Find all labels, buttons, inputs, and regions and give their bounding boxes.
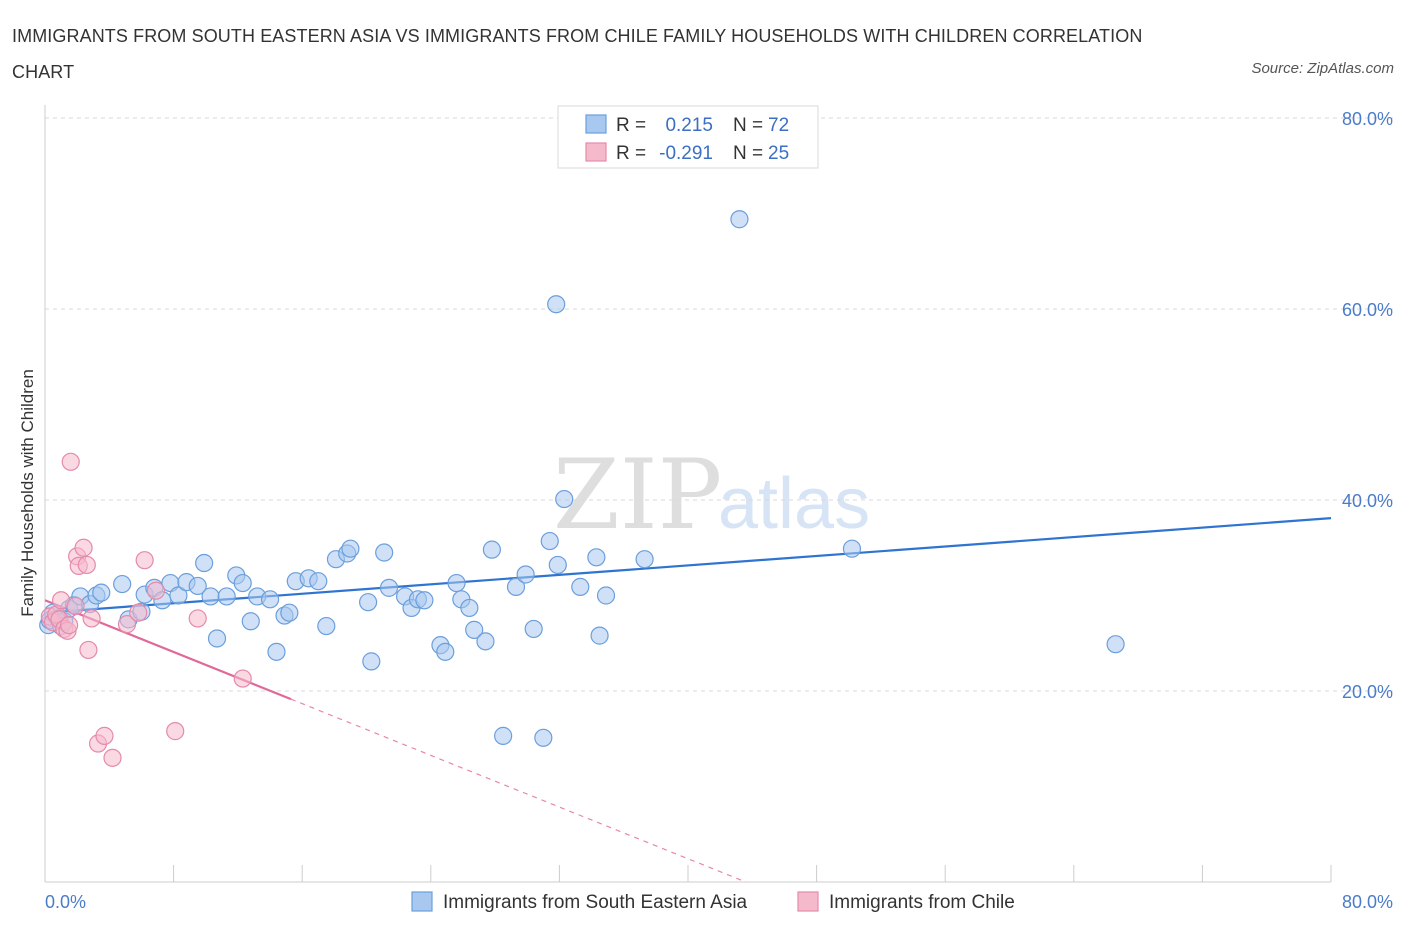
point-chile xyxy=(188,609,207,628)
point-chile xyxy=(74,538,93,557)
source-label: Source: ZipAtlas.com xyxy=(1251,60,1394,77)
point-chile xyxy=(146,581,166,600)
point-chile xyxy=(61,452,80,471)
point-south-eastern-asia xyxy=(482,540,501,559)
x-tick-label-min: 0.0% xyxy=(45,892,86,912)
point-south-eastern-asia xyxy=(207,629,227,648)
point-south-eastern-asia xyxy=(547,295,566,314)
point-chile xyxy=(66,596,85,616)
point-south-eastern-asia xyxy=(188,576,207,596)
point-chile xyxy=(77,555,96,575)
legend-r-label-blue: R = xyxy=(616,115,646,136)
legend-r-label-pink: R = xyxy=(616,143,646,164)
point-south-eastern-asia xyxy=(195,553,214,573)
point-south-eastern-asia xyxy=(317,616,336,636)
point-south-eastern-asia xyxy=(217,587,236,606)
y-tick-label: 60.0% xyxy=(1342,300,1393,320)
bottom-legend-swatch-pink xyxy=(797,891,819,912)
point-chile xyxy=(117,615,137,634)
point-south-eastern-asia xyxy=(596,586,616,605)
chart-title: IMMIGRANTS FROM SOUTH EASTERN ASIA VS IM… xyxy=(12,26,1143,82)
y-axis-label: Family Households with Children xyxy=(18,369,37,617)
correlation-legend: R = 0.215 N = 72 R = -0.291 N = 25 xyxy=(557,105,819,169)
point-south-eastern-asia xyxy=(241,612,260,631)
legend-n-value-pink: 25 xyxy=(768,143,789,164)
legend-n-label-blue: N = xyxy=(733,115,763,136)
point-south-eastern-asia xyxy=(169,586,188,605)
point-south-eastern-asia xyxy=(267,642,286,661)
bottom-legend-swatch-blue xyxy=(411,891,433,912)
data-points xyxy=(39,210,1125,767)
legend-n-value-blue: 72 xyxy=(768,115,789,136)
point-south-eastern-asia xyxy=(635,550,654,569)
point-south-eastern-asia xyxy=(465,620,484,639)
watermark-zip: ZIP xyxy=(553,439,722,551)
y-tick-label: 20.0% xyxy=(1342,682,1393,702)
point-south-eastern-asia xyxy=(1106,635,1125,654)
point-chile xyxy=(129,603,148,622)
point-south-eastern-asia xyxy=(730,210,749,229)
axes xyxy=(44,105,1332,883)
point-south-eastern-asia xyxy=(280,603,299,622)
point-south-eastern-asia xyxy=(362,652,381,671)
point-south-eastern-asia xyxy=(415,591,434,610)
point-chile xyxy=(103,748,122,767)
point-south-eastern-asia xyxy=(534,728,553,747)
legend-r-value-blue: 0.215 xyxy=(665,115,713,136)
watermark-atlas: atlas xyxy=(718,464,870,544)
x-tick-label-max: 80.0% xyxy=(1342,892,1393,912)
point-chile xyxy=(233,669,252,688)
trend-line-extension-1 xyxy=(290,698,747,883)
series-legend: Immigrants from South Eastern Asia Immig… xyxy=(411,891,1015,913)
point-south-eastern-asia xyxy=(260,590,280,609)
point-south-eastern-asia xyxy=(92,583,111,602)
x-tick-labels: 0.0% 80.0% xyxy=(45,892,1393,912)
legend-swatch-pink xyxy=(585,142,607,162)
y-tick-label: 80.0% xyxy=(1342,109,1393,129)
watermark: ZIP atlas xyxy=(553,439,870,551)
point-south-eastern-asia xyxy=(201,587,220,606)
point-south-eastern-asia xyxy=(516,565,535,584)
bottom-legend-label-blue: Immigrants from South Eastern Asia xyxy=(443,892,748,913)
legend-swatch-blue xyxy=(585,114,607,134)
point-south-eastern-asia xyxy=(555,489,574,509)
point-chile xyxy=(82,609,101,628)
point-south-eastern-asia xyxy=(540,531,559,551)
point-chile xyxy=(166,722,185,741)
point-south-eastern-asia xyxy=(309,572,328,591)
gridlines xyxy=(45,117,1393,692)
point-south-eastern-asia xyxy=(587,548,606,567)
point-south-eastern-asia xyxy=(571,577,590,597)
point-south-eastern-asia xyxy=(506,577,526,597)
point-south-eastern-asia xyxy=(842,539,862,558)
point-south-eastern-asia xyxy=(379,578,399,597)
point-south-eastern-asia xyxy=(548,555,567,575)
point-south-eastern-asia xyxy=(341,539,360,558)
point-south-eastern-asia xyxy=(359,593,378,612)
point-south-eastern-asia xyxy=(494,726,513,745)
y-tick-label: 40.0% xyxy=(1342,491,1393,511)
point-chile xyxy=(60,616,79,635)
point-south-eastern-asia xyxy=(375,543,394,562)
point-south-eastern-asia xyxy=(524,619,543,639)
point-south-eastern-asia xyxy=(436,642,455,661)
legend-r-value-pink: -0.291 xyxy=(659,143,713,164)
point-chile xyxy=(79,640,98,660)
y-tick-labels: 20.0% 40.0% 60.0% 80.0% xyxy=(1342,109,1393,702)
point-chile xyxy=(135,551,154,570)
point-south-eastern-asia xyxy=(460,598,479,618)
point-south-eastern-asia xyxy=(590,626,609,645)
point-south-eastern-asia xyxy=(113,574,132,594)
point-south-eastern-asia xyxy=(476,632,495,651)
point-south-eastern-asia xyxy=(233,573,252,593)
bottom-legend-label-pink: Immigrants from Chile xyxy=(829,892,1015,913)
legend-n-label-pink: N = xyxy=(733,143,763,164)
point-south-eastern-asia xyxy=(447,573,466,593)
point-chile xyxy=(95,726,114,745)
